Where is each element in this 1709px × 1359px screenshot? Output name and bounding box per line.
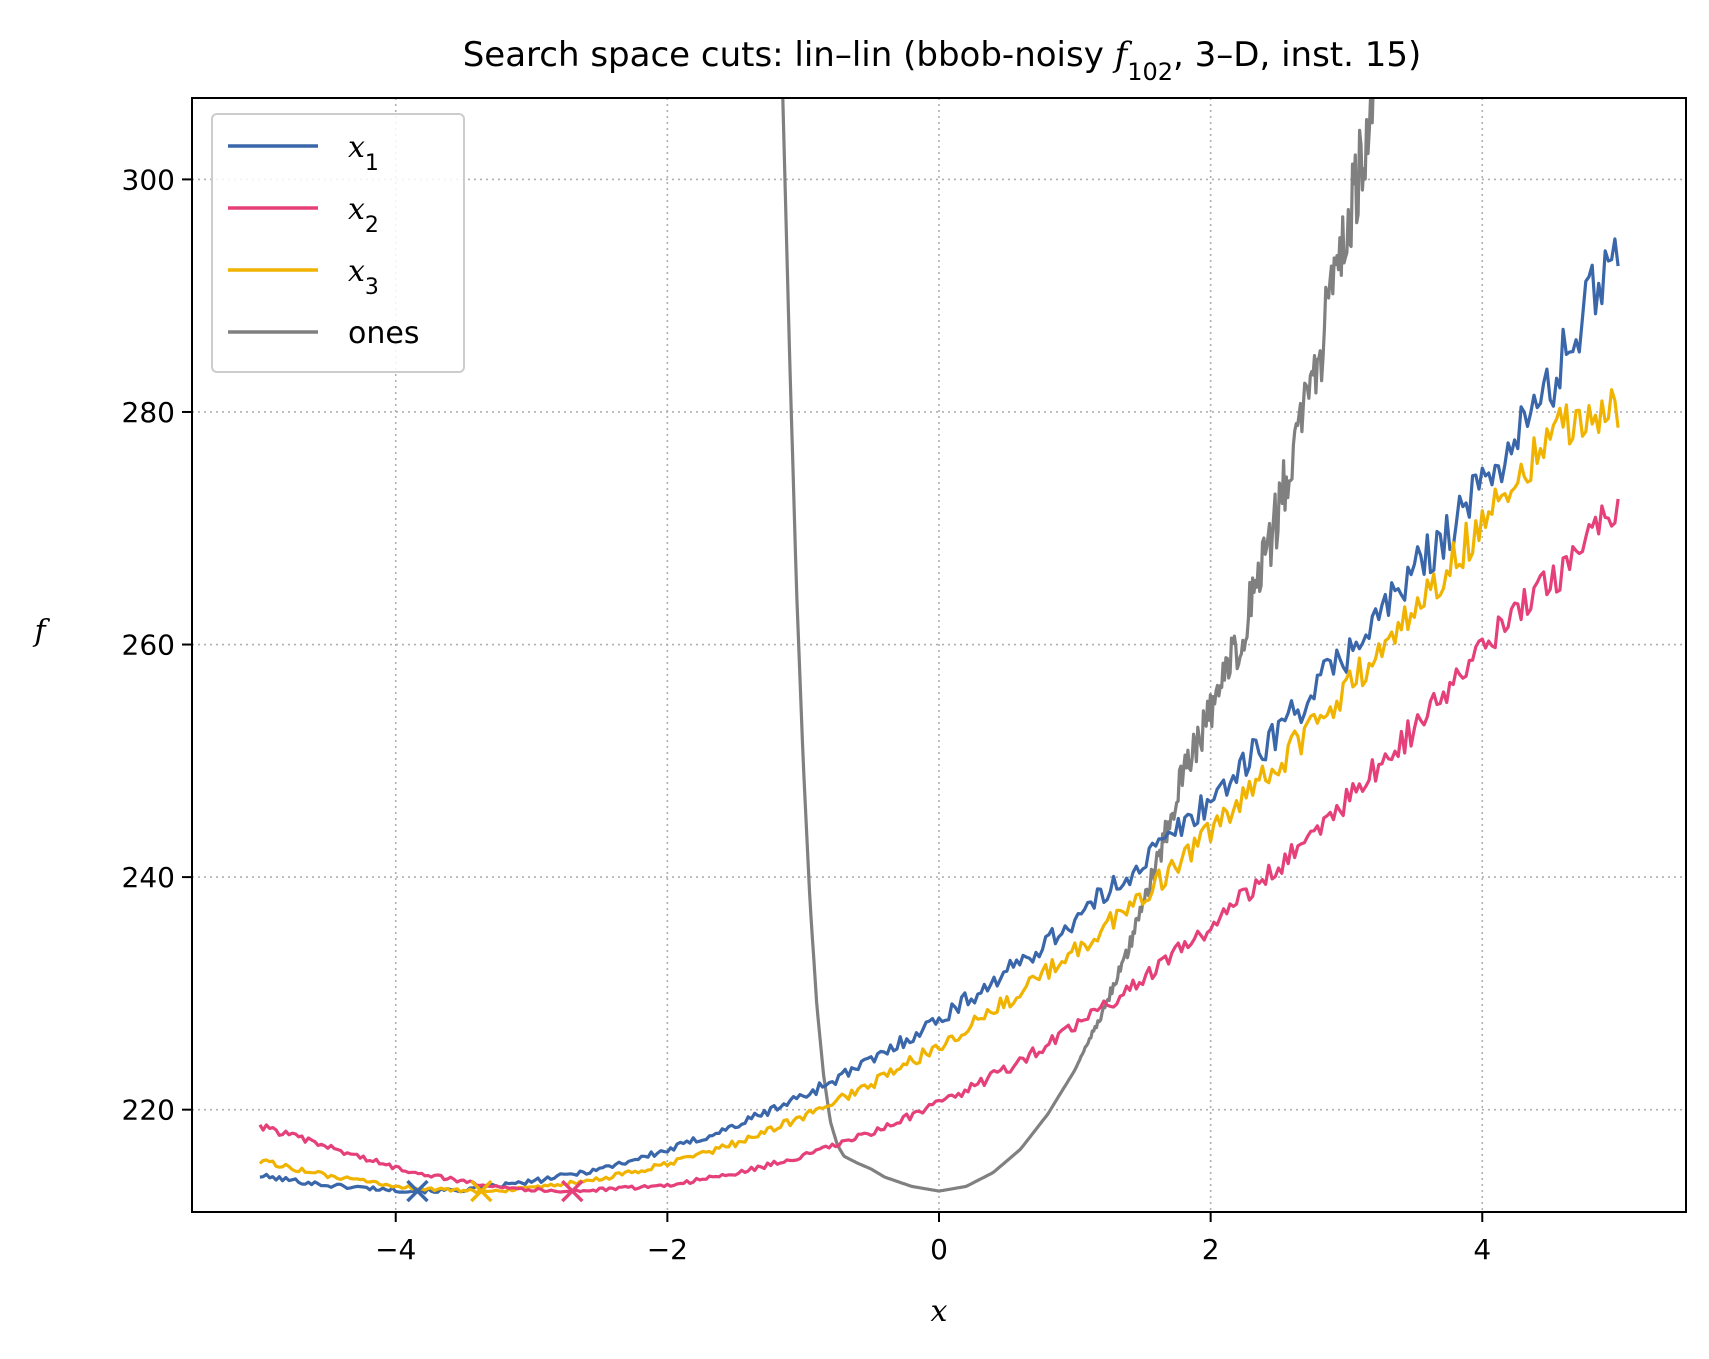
title-suffix: , 3–D, inst. 15) (1173, 35, 1421, 75)
x-tick-label: −2 (647, 1233, 688, 1266)
minimum-marker-x2 (561, 1179, 584, 1203)
x-tick-label: 2 (1202, 1233, 1220, 1266)
legend: x1 x2 x3 ones (211, 113, 465, 373)
x-tick-label: 0 (930, 1233, 948, 1266)
y-tick-label: 260 (122, 629, 175, 662)
legend-label: x2 (348, 192, 379, 238)
legend-label: x3 (348, 254, 379, 300)
minimum-marker-x1 (406, 1179, 429, 1203)
x-axis-title: x (931, 1294, 948, 1329)
x-tick-label: 4 (1473, 1233, 1491, 1266)
y-tick-label: 300 (122, 163, 175, 196)
minimum-marker-x3 (470, 1179, 493, 1203)
legend-entry-x2: x2 (228, 192, 379, 238)
y-tick-label: 240 (122, 861, 175, 894)
legend-box (211, 113, 465, 373)
legend-entry-x1: x1 (228, 130, 379, 176)
y-tick-label: 280 (122, 396, 175, 429)
x-tick-label: −4 (375, 1233, 416, 1266)
legend-label: x1 (348, 130, 379, 176)
legend-entry-x3: x3 (228, 254, 379, 300)
y-tick-label: 220 (122, 1094, 175, 1127)
title-prefix: Search space cuts: lin–lin (bbob-noisy (463, 35, 1115, 75)
axis-ticks: −4 −2 0 2 4 220 240 260 280 300 (122, 163, 1492, 1266)
minimum-markers (406, 1179, 584, 1203)
series-line-ones (781, 98, 1375, 1193)
legend-label: ones (348, 316, 419, 351)
series-line-x3 (258, 388, 1620, 1195)
title-func-sub: 102 (1127, 58, 1173, 86)
legend-entry-ones: ones (228, 316, 419, 351)
chart-title: Search space cuts: lin–lin (bbob-noisy f… (463, 35, 1422, 86)
